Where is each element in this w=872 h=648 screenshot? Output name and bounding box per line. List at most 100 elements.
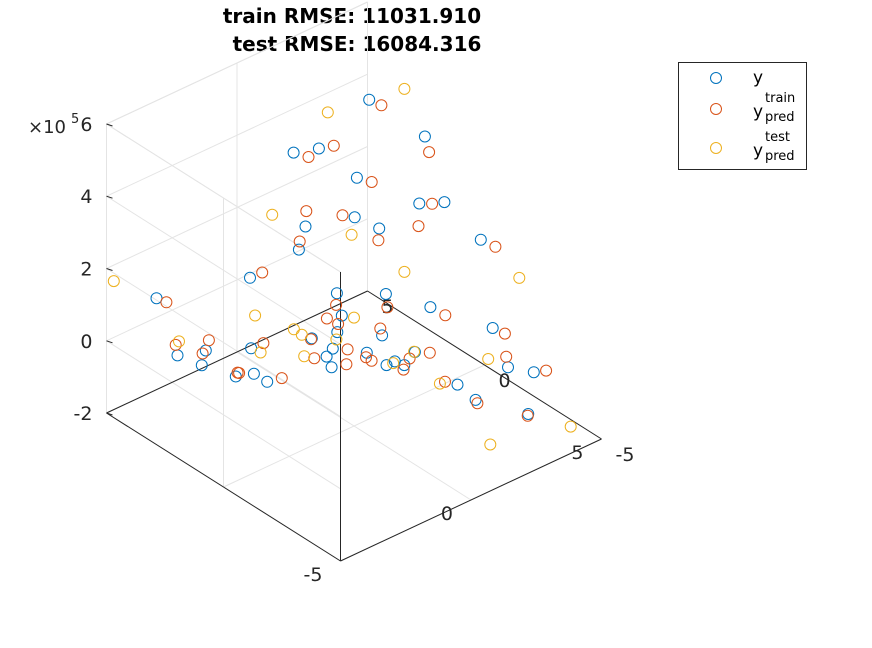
- point-series2-13: [513, 271, 526, 284]
- point-series1-23: [439, 375, 451, 388]
- point-series1-20: [498, 327, 511, 340]
- point-series1-38: [302, 151, 315, 163]
- point-series1-21: [489, 240, 502, 253]
- point-series1-1: [202, 334, 215, 347]
- point-series0-35: [292, 243, 305, 256]
- axes-box: [106, 123, 602, 562]
- legend-label-2: y: [753, 141, 763, 161]
- z-tick-mark-2: [106, 268, 113, 271]
- point-series0-5: [312, 142, 325, 155]
- point-series0-31: [350, 171, 363, 184]
- legend-box: [678, 62, 807, 170]
- x-tick-label-2: 5: [382, 296, 394, 318]
- legend-sup-2: test: [765, 130, 790, 145]
- point-series2-10: [387, 357, 400, 370]
- point-series0-4: [299, 220, 312, 233]
- point-series0-26: [320, 350, 333, 363]
- point-series2-18: [348, 311, 360, 324]
- y-tick-label-1: 0: [441, 503, 453, 525]
- x-tick-label-0: -5: [616, 444, 635, 466]
- point-series1-29: [381, 301, 394, 314]
- axes-grid: [106, 1, 602, 562]
- point-series0-3: [244, 271, 256, 284]
- point-series0-8: [413, 197, 426, 210]
- point-series1-26: [308, 352, 321, 365]
- z-tick-label-4: 6: [80, 114, 92, 136]
- point-series1-31: [365, 176, 378, 188]
- legend-marker-0: [710, 72, 722, 84]
- legend-sup-1: train: [765, 91, 795, 106]
- z-exponent-label: ×10 5: [28, 112, 79, 138]
- point-series1-34: [332, 318, 345, 330]
- point-series0-20: [486, 322, 499, 334]
- point-series1-10: [330, 298, 343, 311]
- point-series1-36: [500, 350, 513, 363]
- point-series1-16: [341, 343, 354, 356]
- point-series1-17: [403, 352, 416, 365]
- legend-label-1: y: [753, 102, 763, 122]
- point-series2-0: [107, 275, 120, 288]
- point-series2-11: [433, 377, 446, 390]
- box-top-left: [106, 123, 341, 273]
- z-tick-mark-0: [106, 412, 113, 416]
- y-tick-label-2: 5: [571, 442, 583, 464]
- point-series1-3: [256, 266, 269, 279]
- point-series0-7: [418, 130, 431, 143]
- point-series1-5: [327, 139, 340, 152]
- point-series1-4: [300, 205, 313, 218]
- point-series2-16: [564, 420, 577, 433]
- point-series0-21: [474, 233, 487, 246]
- z-tick-label-2: 2: [80, 259, 92, 281]
- point-series1-6: [375, 99, 388, 112]
- point-series2-1: [173, 335, 185, 348]
- z-tick-mark-1: [106, 340, 113, 344]
- legend-sub-1: pred: [765, 110, 795, 125]
- y-axis: [106, 412, 341, 562]
- z-tick-label-0: -2: [74, 403, 93, 425]
- point-series0-23: [451, 378, 464, 391]
- point-series1-33: [196, 347, 209, 360]
- point-series0-28: [527, 366, 540, 379]
- title-line-2: test RMSE: 16084.316: [233, 32, 482, 56]
- legend-marker-1: [710, 103, 722, 115]
- z-exponent-power: 5: [71, 112, 79, 127]
- point-series2-5: [398, 82, 411, 95]
- x-axis: [340, 438, 602, 562]
- point-series0-1: [199, 344, 212, 357]
- point-series0-14: [261, 375, 274, 388]
- point-series1-30: [320, 312, 333, 325]
- y-tick-label-0: -5: [304, 564, 323, 586]
- point-series1-2: [257, 337, 270, 350]
- point-series1-14: [275, 372, 288, 385]
- point-series2-4: [321, 106, 334, 119]
- point-series0-32: [438, 196, 451, 209]
- z-tick-mark-4: [106, 123, 113, 127]
- point-series2-9: [298, 350, 311, 363]
- legend-sub-2: pred: [765, 149, 795, 164]
- legend-label-0: y: [753, 68, 763, 88]
- point-series1-35: [293, 235, 306, 248]
- point-series1-0: [160, 296, 173, 309]
- point-series1-7: [423, 146, 436, 159]
- point-series0-6: [363, 93, 376, 106]
- point-series0-15: [325, 361, 338, 374]
- legend-marker-2: [710, 142, 722, 154]
- point-series1-24: [397, 363, 410, 376]
- point-series1-28: [540, 364, 553, 377]
- point-series2-12: [482, 353, 495, 365]
- point-series1-37: [360, 351, 372, 364]
- grid-line-floor-x-1: [236, 351, 472, 501]
- point-series0-19: [424, 301, 437, 314]
- point-series1-22: [471, 397, 484, 410]
- point-series0-25: [380, 359, 393, 372]
- title-line-1: train RMSE: 11031.910: [223, 4, 481, 28]
- point-series2-15: [408, 345, 421, 358]
- point-series1-9: [336, 209, 349, 222]
- point-series0-39: [171, 349, 184, 362]
- y-axis-right: [367, 290, 602, 440]
- point-series1-32: [426, 197, 439, 210]
- point-series1-27: [521, 409, 534, 422]
- point-series2-14: [484, 438, 497, 451]
